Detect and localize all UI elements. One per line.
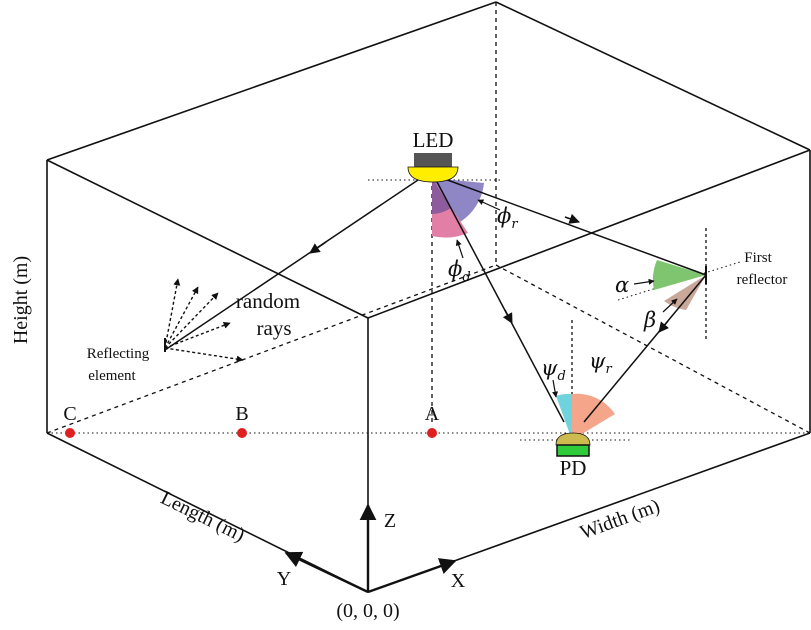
beta-arrow [662,298,678,313]
point-label-b: B [235,403,248,425]
room-edge [495,1,811,151]
room-box [46,1,811,593]
pd-dome [555,432,591,446]
point-marker-c [65,428,75,438]
random-rays [164,278,244,363]
random-ray [164,278,181,349]
angle-label-arrows [455,199,678,398]
pd-angle-sectors [556,393,615,440]
pd-device [555,432,591,457]
random-rays-label-line1: random [236,289,300,313]
phi-d-subscript: d [462,270,470,285]
axis-y-arrow [284,551,369,594]
room-edge [46,1,497,161]
height-axis-label: Height (m) [10,256,32,344]
psi-r-subscript: r [605,362,612,377]
alpha-sector [652,260,706,290]
axis-z-label: Z [384,510,396,532]
phi-r-subscript: r [511,217,518,232]
random-rays-label-line2: rays [257,316,292,340]
psi-d-label: ψd [541,356,566,384]
ray-arrow [502,309,513,324]
length-axis-label: Length (m) [157,487,248,546]
ray-led-to-pd [435,179,565,423]
ray-reflector-to-pd [583,274,707,423]
phi-r-arrow [477,199,501,211]
ray-led-to-reflector [441,177,707,276]
point-marker-b [237,428,247,438]
pd-label: PD [560,456,587,480]
psi-d-arrow [552,379,559,398]
phi-d-arrow [455,239,464,259]
phi-r-sector [432,178,484,226]
psi-d-subscript: d [557,369,565,384]
hidden-edges [46,2,811,434]
ray-arrow [309,241,327,254]
room-edge [46,159,369,319]
ray-arrow [658,320,670,333]
rays [164,177,707,423]
axis-x-label: X [451,570,466,592]
points: C B A [63,403,440,438]
overlap-sector [432,178,451,214]
hidden-edge [495,264,811,434]
psi-d-symbol: ψ [541,356,558,380]
beta-label: β [643,308,656,332]
random-ray [164,286,199,349]
random-ray [164,347,244,363]
phi-r-symbol: ϕ [497,204,511,228]
phi-d-symbol: ϕ [448,257,462,281]
point-label-c: C [63,403,76,425]
coordinate-axes [284,503,457,594]
led-lens [407,166,459,183]
axis-y-label: Y [277,568,291,590]
point-label-a: A [425,403,440,425]
axis-x-arrow [367,558,457,594]
random-ray [164,321,231,349]
phi-r-label: ϕr [497,204,518,232]
alpha-label: α [615,273,629,297]
origin-label: (0, 0, 0) [336,600,399,622]
reflecting-element-label-line1: Reflecting [87,346,150,362]
psi-r-sector [572,393,615,440]
psi-d-sector [556,393,572,440]
led-device [407,153,459,183]
first-reflector-label-line1: First [744,250,772,266]
psi-r-symbol: ψ [589,349,606,373]
alpha-arrow [633,278,655,285]
ray-arrowheads [309,213,670,333]
first-reflector-label-line2: reflector [737,272,788,288]
psi-r-label: ψr [589,349,612,377]
reflecting-element-label-line2: element [88,368,136,384]
room-edge [367,149,811,319]
random-ray [164,292,219,349]
pd-body [556,444,590,457]
phi-d-label: ϕd [448,257,471,285]
led-label: LED [413,128,454,152]
point-marker-a [427,428,437,438]
ray-led-to-reflecting-element [164,179,419,351]
ray-arrow [564,213,580,224]
led-body [414,153,452,167]
